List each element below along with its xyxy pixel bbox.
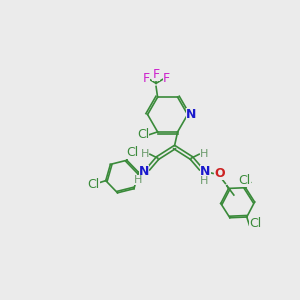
- Text: H: H: [134, 175, 142, 184]
- Text: Cl: Cl: [88, 178, 100, 190]
- Text: H: H: [141, 149, 149, 159]
- Text: N: N: [139, 165, 149, 178]
- Text: H: H: [200, 149, 208, 159]
- Text: Cl: Cl: [126, 146, 138, 159]
- Text: O: O: [214, 167, 224, 180]
- Text: Cl: Cl: [137, 128, 149, 142]
- Text: Cl: Cl: [249, 217, 262, 230]
- Text: H: H: [200, 176, 208, 186]
- Text: F: F: [152, 68, 160, 81]
- Text: Cl: Cl: [238, 174, 250, 188]
- Text: N: N: [186, 108, 197, 121]
- Text: F: F: [142, 72, 150, 85]
- Text: F: F: [163, 72, 170, 85]
- Text: N: N: [200, 165, 211, 178]
